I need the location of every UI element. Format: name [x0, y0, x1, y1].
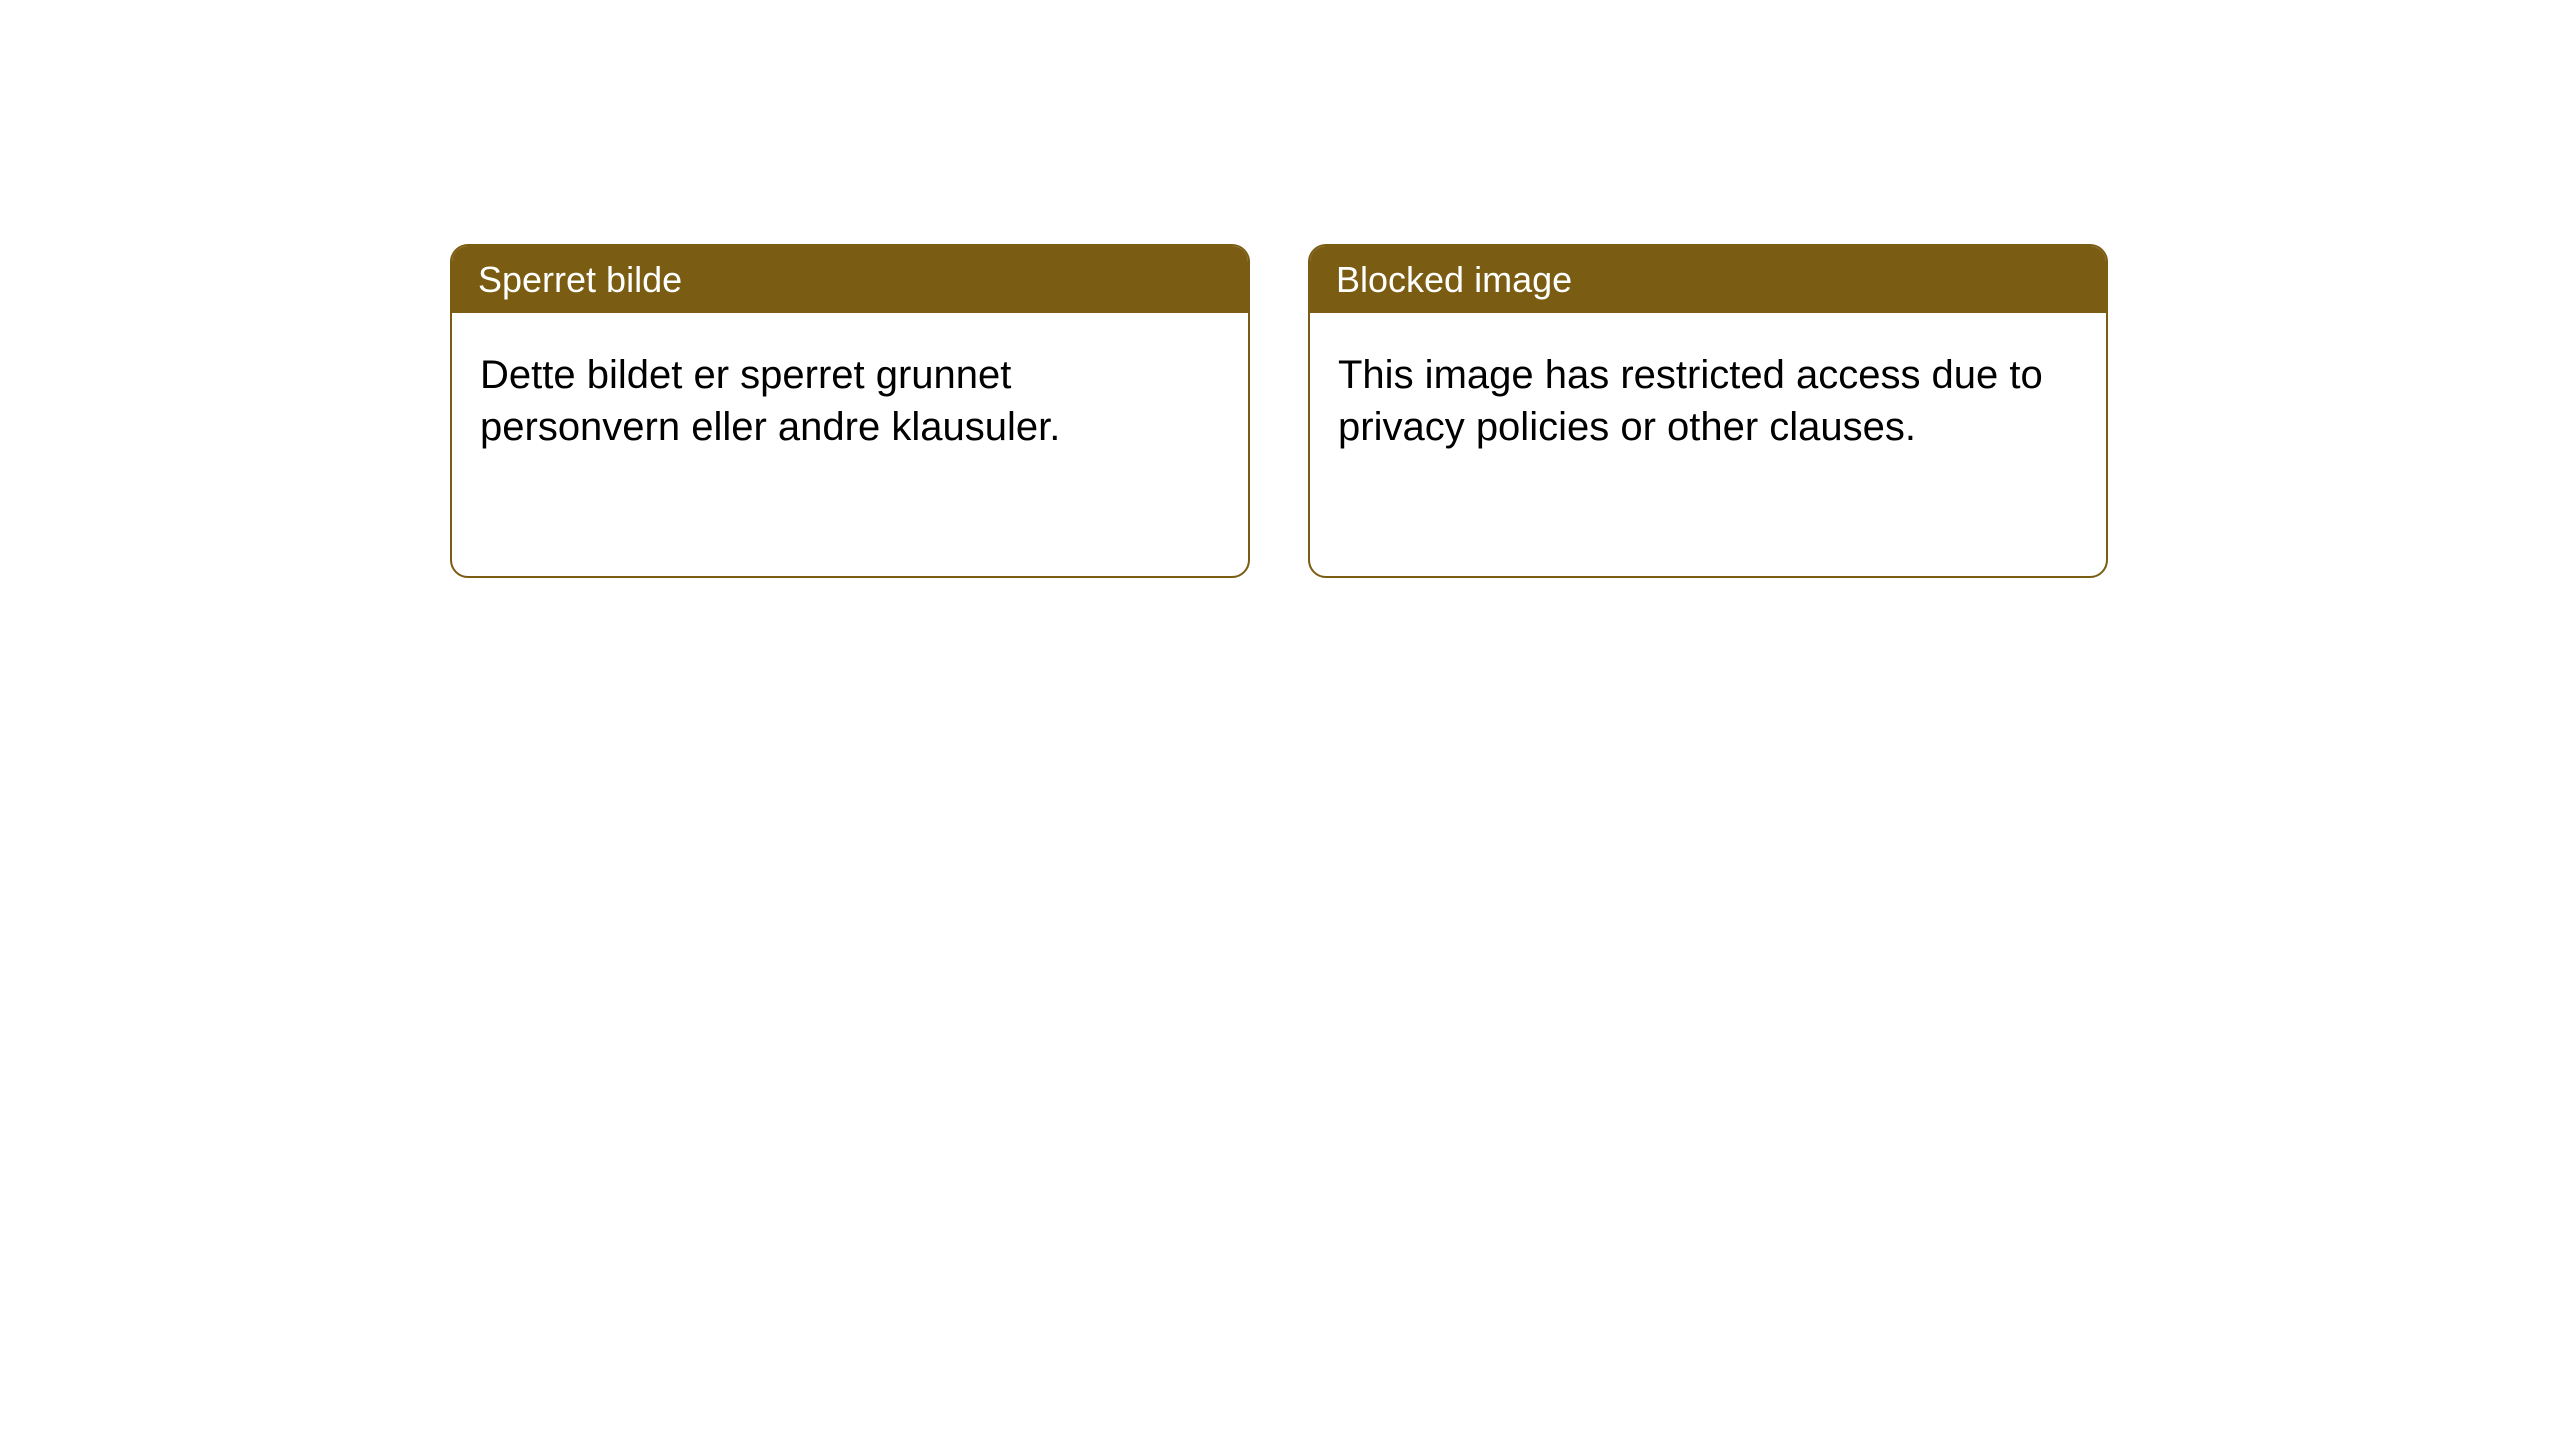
- card-body: Dette bildet er sperret grunnet personve…: [452, 313, 1248, 489]
- card-body: This image has restricted access due to …: [1310, 313, 2106, 489]
- card-title: Sperret bilde: [478, 259, 682, 300]
- card-header: Sperret bilde: [452, 246, 1248, 313]
- card-header: Blocked image: [1310, 246, 2106, 313]
- card-title: Blocked image: [1336, 259, 1572, 300]
- card-body-text: This image has restricted access due to …: [1338, 353, 2043, 449]
- notice-card-english: Blocked image This image has restricted …: [1308, 244, 2108, 578]
- notice-cards-container: Sperret bilde Dette bildet er sperret gr…: [450, 244, 2108, 578]
- notice-card-norwegian: Sperret bilde Dette bildet er sperret gr…: [450, 244, 1250, 578]
- card-body-text: Dette bildet er sperret grunnet personve…: [480, 353, 1060, 449]
